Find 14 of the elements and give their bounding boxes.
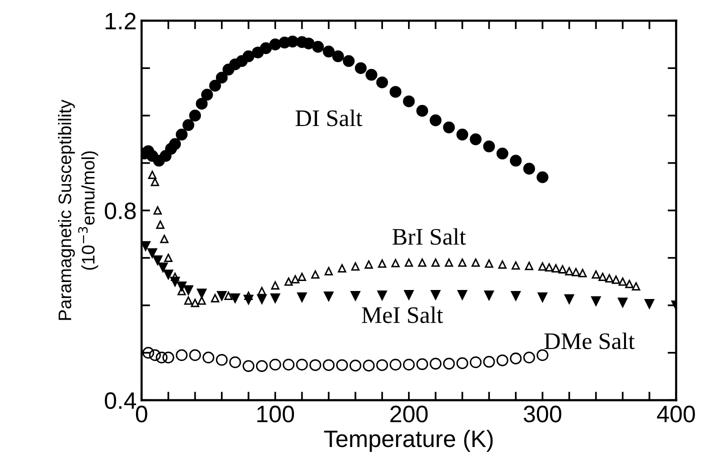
y-axis-title: Paramagnetic Susceptibility (10$^{−3}$emu/mol): [58, 100, 98, 320]
y-tick-label: 0.8: [104, 202, 136, 220]
y-tick-label: 0.4: [104, 392, 136, 409]
x-tick-label: 300: [524, 406, 562, 422]
y-tick-label: 1.2: [106, 12, 136, 30]
x-tick-label: 0: [136, 406, 148, 422]
x-tick-label: 100: [257, 406, 294, 422]
x-tick-label: 400: [656, 406, 695, 422]
series-label: MeI Salt: [362, 306, 444, 324]
legend-label: DMe Salt: [544, 332, 635, 350]
series-label: BrI Salt: [392, 228, 466, 245]
x-tick-label: 200: [390, 406, 428, 422]
x-axis-title: Temperature (K): [324, 430, 493, 452]
series-label: DI Salt: [296, 110, 362, 126]
